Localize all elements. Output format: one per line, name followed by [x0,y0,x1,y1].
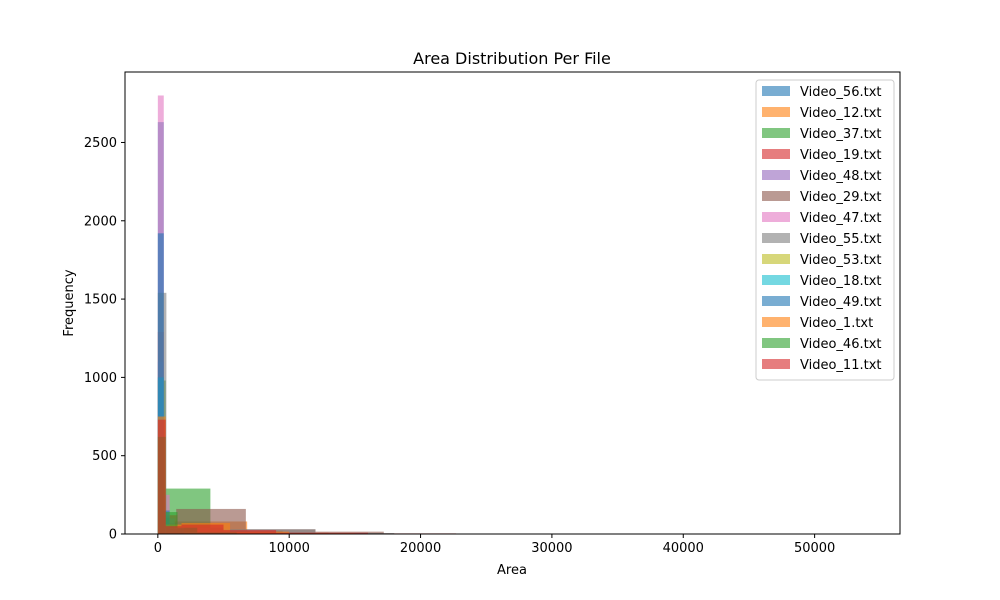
legend: Video_56.txt Video_12.txt Video_37.txt Vide… [756,80,894,380]
legend-swatch [762,191,790,201]
legend-swatch [762,233,790,243]
x-tick-label: 20000 [400,541,441,556]
legend-label: Video_1.txt [800,316,873,331]
legend-swatch [762,107,790,117]
series-Video_29.txt [158,377,867,534]
legend-label: Video_56.txt [800,85,882,100]
legend-swatch [762,338,790,348]
histogram-bar [181,525,223,534]
x-tick-label: 40000 [663,541,704,556]
legend-swatch [762,170,790,180]
legend-swatch [762,86,790,96]
chart-title: Area Distribution Per File [413,49,611,68]
legend-label: Video_49.txt [800,295,882,310]
legend-swatch [762,296,790,306]
legend-label: Video_47.txt [800,211,882,226]
x-tick-label: 0 [154,541,162,556]
series-Video_56.txt [158,122,217,534]
histogram-bar [166,526,182,534]
y-tick-label: 2000 [84,214,117,229]
legend-label: Video_19.txt [800,148,882,163]
legend-label: Video_29.txt [800,190,882,205]
x-axis-label: Area [497,563,527,578]
legend-label: Video_18.txt [800,274,882,289]
legend-frame [756,80,894,380]
histogram-bar [224,530,277,534]
legend-label: Video_37.txt [800,127,882,142]
y-axis: 0 500 1000 1500 2000 2500 [84,136,125,543]
legend-label: Video_12.txt [800,106,882,121]
legend-swatch [762,275,790,285]
x-tick-label: 30000 [531,541,572,556]
legend-label: Video_48.txt [800,169,882,184]
y-tick-label: 500 [92,449,117,464]
legend-swatch [762,254,790,264]
x-axis: 0 10000 20000 30000 40000 50000 [154,534,836,556]
legend-label: Video_11.txt [800,358,882,373]
y-tick-label: 1500 [84,293,117,308]
legend-swatch [762,149,790,159]
legend-swatch [762,212,790,222]
y-tick-label: 2500 [84,136,117,151]
legend-swatch [762,317,790,327]
y-tick-label: 0 [109,528,117,543]
legend-label: Video_55.txt [800,232,882,247]
x-tick-label: 10000 [269,541,310,556]
y-axis-label: Frequency [62,269,77,336]
x-tick-label: 50000 [794,541,835,556]
histogram-bar [158,420,166,534]
legend-swatch [762,128,790,138]
legend-swatch [762,359,790,369]
legend-label: Video_53.txt [800,253,882,268]
legend-label: Video_46.txt [800,337,882,352]
y-tick-label: 1000 [84,371,117,386]
